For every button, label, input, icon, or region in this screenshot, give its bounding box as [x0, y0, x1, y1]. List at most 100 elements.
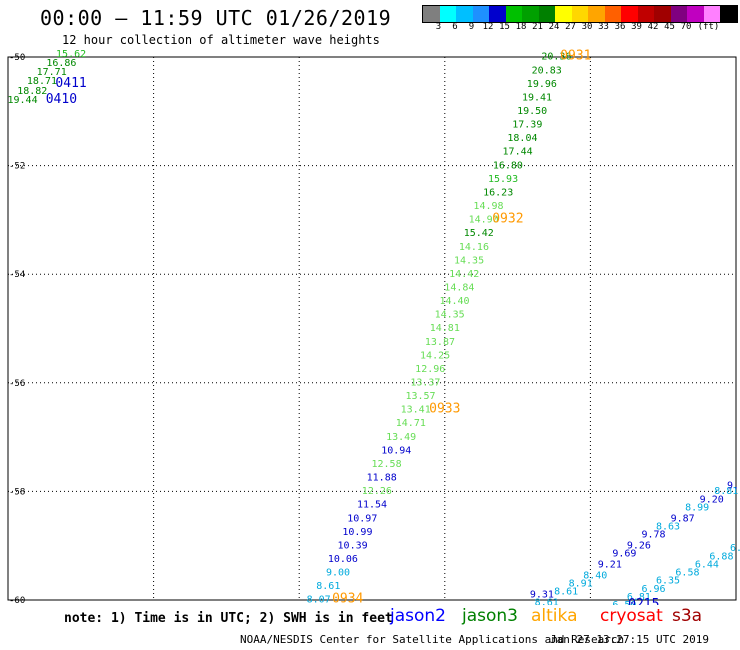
wave-height-label: 20.83: [532, 65, 562, 76]
wave-height-label: 8.99: [685, 502, 709, 513]
wave-height-label: 14.35: [435, 310, 465, 321]
wave-height-label: 19.41: [522, 92, 552, 103]
color-scale-label: (ft): [697, 22, 720, 32]
wave-height-label: 10.06: [328, 554, 358, 565]
color-swatch: [538, 6, 555, 22]
wave-height-label: 9.00: [326, 568, 350, 579]
wave-height-label: 11.54: [357, 500, 387, 511]
color-swatch: [571, 6, 588, 22]
lat-tick-label: -52: [9, 162, 25, 172]
pass-time-label: 0933: [429, 402, 460, 417]
lat-tick-label: -54: [9, 270, 25, 280]
color-scale-label: 70: [680, 22, 692, 32]
color-swatch: [720, 6, 737, 22]
wave-height-label: 8.91: [569, 578, 593, 589]
color-swatch: [687, 6, 704, 22]
pass-time-label: 0931: [560, 49, 591, 64]
color-scale-label: 45: [664, 22, 675, 32]
color-swatch: [423, 6, 440, 22]
wave-height-label: 10.99: [342, 527, 372, 538]
wave-height-label: 8.07: [307, 595, 331, 605]
wave-height-label: 8.61: [554, 587, 578, 598]
lat-tick-label: -56: [9, 379, 25, 389]
page-subtitle: 12 hour collection of altimeter wave hei…: [62, 33, 380, 47]
wave-height-label: 15.62: [56, 49, 86, 60]
wave-height-label: 9.69: [612, 549, 636, 560]
wave-height-label: 10.94: [381, 445, 411, 456]
wave-height-label: 9.87: [671, 513, 695, 524]
wave-height-label: 17.44: [503, 147, 533, 158]
color-swatch: [588, 6, 605, 22]
legend-jason3: jason3: [462, 606, 518, 626]
color-scale-label: 36: [614, 22, 626, 32]
wave-height-label: 6.: [730, 543, 740, 554]
color-swatch: [604, 6, 621, 22]
wave-height-label: 13.41: [401, 405, 431, 416]
color-swatch: [670, 6, 687, 22]
lat-tick-label: -60: [9, 596, 25, 605]
page-title: 00:00 – 11:59 UTC 01/26/2019: [40, 6, 392, 30]
wave-height-label: 6.50: [612, 600, 636, 605]
wave-height-label: 9.31: [530, 589, 554, 600]
color-swatch: [439, 6, 456, 22]
wave-height-label: 13.37: [410, 378, 440, 389]
color-scale-label: 21: [532, 22, 543, 32]
color-scale-label: 39: [631, 22, 642, 32]
wave-height-label: 6.58: [675, 568, 699, 579]
wave-height-label: 14.42: [449, 269, 479, 280]
lat-tick-label: -58: [9, 487, 25, 497]
wave-height-label: 19.96: [527, 79, 557, 90]
color-scale-label: 6: [452, 22, 458, 32]
wave-height-label: 13.57: [405, 391, 435, 402]
wave-height-label: 14.81: [430, 323, 460, 334]
wave-height-label: 12.26: [362, 486, 392, 497]
pass-time-label: 0932: [492, 212, 523, 227]
wave-height-label: 12.58: [372, 459, 402, 470]
color-scale-label: 30: [581, 22, 593, 32]
color-scale-label: 9: [468, 22, 475, 32]
pass-time-label: 0410: [46, 92, 77, 107]
color-swatch: [555, 6, 572, 22]
legend-altika: altika: [531, 606, 578, 626]
pass-time-label: 0411: [55, 76, 86, 91]
color-scale-label: 3: [435, 22, 442, 32]
wave-height-label: 9.1: [727, 481, 740, 492]
wave-height-label: 16.80: [493, 160, 523, 171]
pass-time-label: 0934: [332, 592, 363, 605]
wave-height-label: 20.36: [541, 52, 571, 63]
wave-height-label: 10.97: [347, 513, 377, 524]
wave-height-label: 14.35: [454, 255, 484, 266]
wave-height-label: 18.82: [17, 86, 47, 97]
wave-height-label: 12.96: [415, 364, 445, 375]
wave-height-label: 15.93: [488, 174, 518, 185]
wave-height-label: 14.84: [444, 282, 474, 293]
color-scale-label: 18: [515, 22, 527, 32]
wave-height-map: 105108111114117120-50-52-54-56-58-6019.4…: [7, 49, 740, 605]
wave-height-label: 17.71: [37, 67, 67, 78]
note-text: note: 1) Time is in UTC; 2) SWH is in fe…: [64, 611, 393, 626]
legend-cryosat: cryosat: [600, 606, 663, 626]
wave-height-label: 14.25: [420, 350, 450, 361]
color-swatch: [489, 6, 506, 22]
wave-height-label: 13.87: [425, 337, 455, 348]
color-swatch: [621, 6, 638, 22]
wave-height-label: 14.40: [439, 296, 469, 307]
color-scale-label: 15: [499, 22, 510, 32]
wave-height-label: 17.39: [512, 120, 542, 131]
wave-height-label: 8.61: [316, 581, 340, 592]
color-swatch: [654, 6, 671, 22]
wave-height-label: 16.23: [483, 187, 513, 198]
lat-tick-label: -50: [9, 53, 25, 63]
wave-height-label: 6.44: [695, 559, 719, 570]
wave-height-label: 9.78: [641, 530, 665, 541]
wave-height-label: 18.04: [507, 133, 537, 144]
color-scale-label: 27: [565, 22, 576, 32]
wave-height-label: 14.98: [473, 201, 503, 212]
color-scale-label: 24: [548, 22, 560, 32]
color-swatch: [456, 6, 473, 22]
wave-height-label: 6.81: [627, 592, 651, 603]
legend-jason2: jason2: [390, 606, 446, 626]
credit-text: NOAA/NESDIS Center for Satellite Applica…: [240, 633, 625, 646]
wave-height-label: 9.20: [700, 494, 724, 505]
color-swatch: [522, 6, 539, 22]
